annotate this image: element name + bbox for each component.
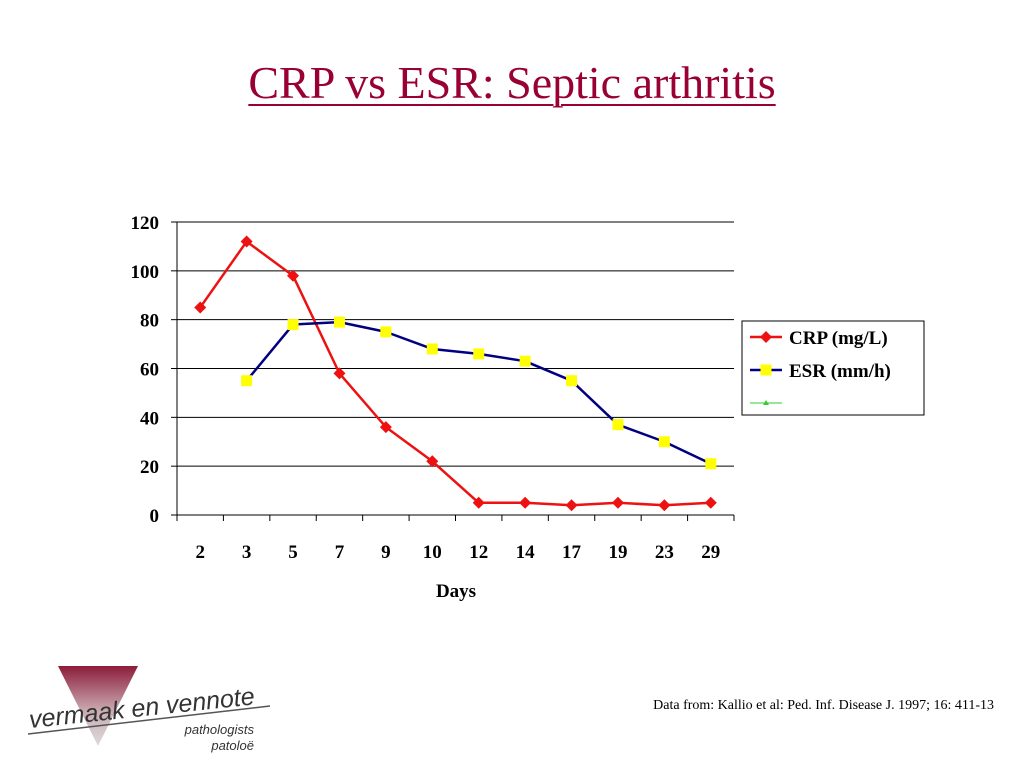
- series-line-2: [245, 320, 712, 465]
- y-tick-label: 80: [140, 311, 159, 332]
- source-note: Data from: Kallio et al: Ped. Inf. Disea…: [653, 698, 994, 713]
- data-point-series-1: [194, 301, 207, 314]
- data-point-series-1: [658, 499, 671, 512]
- x-tick-labels: 2 3 5 7 9 10 12 14 17 19 23 29: [195, 542, 720, 563]
- logo-line: [27, 705, 271, 735]
- legend-marker-2: [760, 364, 772, 376]
- data-point-series-2: [612, 419, 624, 431]
- data-point-series-2: [566, 375, 578, 387]
- x-tick-label: 17: [562, 542, 582, 563]
- data-point-series-2: [287, 319, 299, 331]
- x-tick-label: 23: [655, 542, 674, 563]
- y-tick-label: 120: [131, 213, 160, 234]
- data-point-series-1: [333, 367, 346, 380]
- data-point-series-2: [333, 316, 345, 328]
- y-tick-label: 40: [140, 408, 159, 429]
- legend-label-2: ESR (mm/h): [789, 361, 891, 382]
- logo-triangle: [58, 666, 138, 746]
- legend-marker-3: [763, 400, 769, 405]
- logo-text-sub2: patoloë: [210, 738, 254, 753]
- x-tick-label: 9: [381, 542, 391, 563]
- x-tick-label: 7: [335, 542, 345, 563]
- legend-label-1: CRP (mg/L): [789, 328, 888, 349]
- data-point-series-2: [241, 375, 253, 387]
- data-point-series-1: [287, 269, 300, 282]
- y-tick-label: 60: [140, 360, 159, 381]
- x-tick-label: 2: [195, 542, 205, 563]
- data-point-series-1: [472, 496, 485, 509]
- data-point-series-1: [426, 455, 439, 468]
- series-line-1: [199, 240, 711, 507]
- data-point-series-2: [380, 326, 392, 338]
- x-tick-label: 5: [288, 542, 298, 563]
- y-tick-label: 20: [140, 457, 159, 478]
- legend-marker-1: [760, 331, 772, 343]
- data-point-series-2: [473, 348, 485, 360]
- data-point-series-1: [519, 496, 532, 509]
- data-point-series-2: [426, 343, 438, 355]
- x-tick-label: 14: [516, 542, 536, 563]
- slide-title: CRP vs ESR: Septic arthritis: [248, 57, 776, 108]
- data-point-series-2: [658, 436, 670, 448]
- y-tick-label: 0: [150, 506, 160, 527]
- data-point-series-1: [611, 496, 624, 509]
- axes: [171, 221, 735, 521]
- data-point-series-1: [240, 235, 253, 248]
- x-axis-title: Days: [436, 581, 476, 602]
- data-point-series-1: [565, 499, 578, 512]
- legend: CRP (mg/L) ESR (mm/h): [741, 320, 925, 416]
- company-logo: vermaak en vennote pathologists patoloë: [27, 666, 271, 753]
- x-tick-label: 29: [701, 542, 720, 563]
- data-point-series-1: [704, 496, 717, 509]
- x-tick-label: 12: [469, 542, 488, 563]
- x-tick-label: 19: [608, 542, 627, 563]
- y-tick-label: 100: [131, 262, 160, 283]
- data-point-series-1: [379, 421, 392, 434]
- x-tick-label: 10: [423, 542, 442, 563]
- gridlines: [177, 221, 734, 516]
- y-tick-labels: 0 20 40 60 80 100 120: [131, 213, 160, 527]
- data-point-series-2: [519, 355, 531, 367]
- logo-text-sub1: pathologists: [184, 722, 255, 737]
- data-point-series-2: [705, 458, 717, 470]
- x-tick-label: 3: [242, 542, 252, 563]
- series: [194, 235, 717, 512]
